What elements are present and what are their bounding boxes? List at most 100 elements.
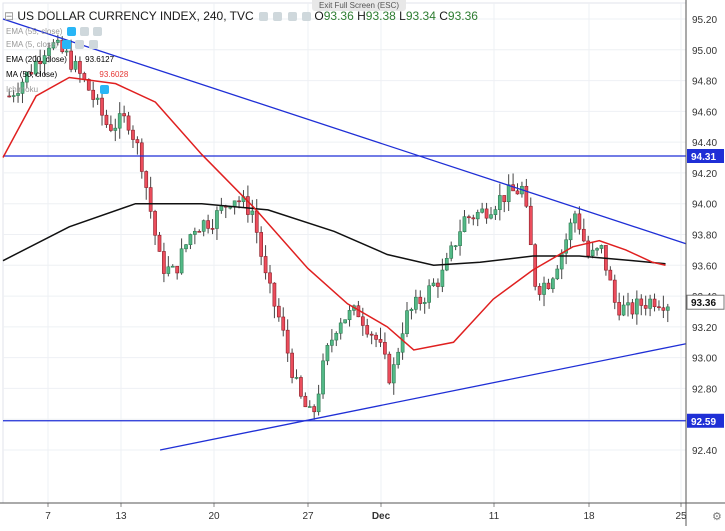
more-icon[interactable] <box>302 12 312 22</box>
candle-body <box>489 214 493 219</box>
candle-body <box>246 196 250 215</box>
candle-body <box>391 364 396 384</box>
x-tick-label: 18 <box>583 511 595 522</box>
open-label: O <box>314 9 324 23</box>
visibility-icon[interactable] <box>62 40 72 50</box>
y-tick-label: 94.00 <box>692 200 717 211</box>
x-tick-label: 11 <box>489 511 500 522</box>
remove-icon[interactable] <box>287 12 297 22</box>
candle-body <box>347 310 352 321</box>
candle-body <box>272 282 277 307</box>
chart-header: ⊟ US DOLLAR CURRENCY INDEX, 240, TVC O 93… <box>4 9 478 23</box>
close-value: 93.36 <box>447 9 478 23</box>
indicator-ema200[interactable]: EMA (200, close) 93.6127 <box>6 55 114 64</box>
y-tick-label: 93.00 <box>692 354 717 365</box>
candle-body <box>418 296 423 304</box>
compare-icon[interactable] <box>273 12 283 22</box>
settings-icon[interactable] <box>75 40 85 50</box>
y-tick-label: 92.40 <box>692 446 717 457</box>
indicator-label: EMA (200, close) <box>6 55 67 64</box>
candle-body <box>285 329 290 354</box>
chart-settings-icon[interactable]: ⚙ <box>712 511 722 523</box>
candle-body <box>179 248 184 274</box>
symbol-title: US DOLLAR CURRENCY INDEX, 240, TVC <box>17 9 254 23</box>
candle-body <box>599 245 604 249</box>
candle-body <box>436 282 440 287</box>
candle-body <box>307 406 312 408</box>
candle-body <box>117 113 122 129</box>
candle-body <box>612 279 617 303</box>
indicator-ichimoku[interactable]: Ichimoku <box>6 85 110 95</box>
candle-body <box>330 339 334 346</box>
candle-body <box>630 302 635 315</box>
candle-body <box>109 124 113 131</box>
candle-body <box>568 222 573 241</box>
candle-body <box>104 114 109 125</box>
candle-body <box>506 184 511 203</box>
candle-body <box>215 210 219 229</box>
candle-body <box>502 195 507 203</box>
candle-body <box>555 268 560 280</box>
candle-body <box>343 319 347 324</box>
close-icon[interactable] <box>88 40 98 50</box>
candle-body <box>100 97 104 116</box>
candle-body <box>414 296 418 310</box>
y-tick-label: 93.60 <box>692 261 717 272</box>
candle-body <box>453 245 458 247</box>
candle-body <box>78 61 82 74</box>
visibility-icon[interactable] <box>100 85 110 95</box>
indicator-label: EMA (5, close) <box>6 40 59 49</box>
indicator-ma50[interactable]: MA (50, close) 93.6028 <box>6 70 128 79</box>
candle-body <box>396 351 401 365</box>
settings-icon[interactable] <box>79 27 89 37</box>
indicator-ema5[interactable]: EMA (5, close) <box>6 40 98 50</box>
candle-body <box>493 209 498 215</box>
x-tick-label: 20 <box>208 511 220 522</box>
candle-body <box>581 228 586 242</box>
x-tick-label: 7 <box>45 511 51 522</box>
candle-body <box>7 95 12 98</box>
candle-body <box>665 306 670 311</box>
y-tick-label: 94.60 <box>692 107 717 118</box>
indicator-ema55[interactable]: EMA (55, close) <box>6 27 103 37</box>
candle-body <box>528 205 533 246</box>
collapse-icon[interactable]: ⊟ <box>4 9 18 23</box>
y-tick-label: 92.80 <box>692 384 717 395</box>
candles <box>7 34 670 420</box>
candle-body <box>201 220 206 232</box>
candle-body <box>422 302 427 304</box>
indicator-value: 93.6028 <box>99 70 129 79</box>
candle-body <box>652 298 657 308</box>
candle-body <box>16 93 20 96</box>
ma50-line <box>2 76 666 351</box>
candle-body <box>431 282 436 287</box>
visibility-icon[interactable] <box>66 27 76 37</box>
x-tick-label: 13 <box>115 511 127 522</box>
candle-body <box>590 249 595 257</box>
candle-body <box>254 210 259 233</box>
candle-body <box>64 50 69 53</box>
candle-body <box>405 310 409 335</box>
candle-body <box>577 213 582 230</box>
candle-body <box>197 231 202 233</box>
candle-body <box>166 266 171 274</box>
candle-body <box>449 245 454 259</box>
support-price-label-bg <box>687 413 724 428</box>
settings-icon[interactable] <box>259 12 269 22</box>
candle-body <box>325 345 330 362</box>
candle-body <box>184 244 188 250</box>
candle-body <box>210 228 215 230</box>
candle-body <box>122 113 126 117</box>
exit-fullscreen-button[interactable]: Exit Full Screen (ESC) <box>312 0 406 11</box>
candle-body <box>55 39 60 43</box>
close-icon[interactable] <box>93 27 103 37</box>
candle-body <box>20 81 25 94</box>
candle-body <box>95 97 100 100</box>
candle-body <box>643 305 648 309</box>
candle-body <box>259 232 263 257</box>
y-tick-label: 94.80 <box>692 77 717 88</box>
ascending-trendline <box>159 343 687 451</box>
candle-body <box>276 305 281 318</box>
